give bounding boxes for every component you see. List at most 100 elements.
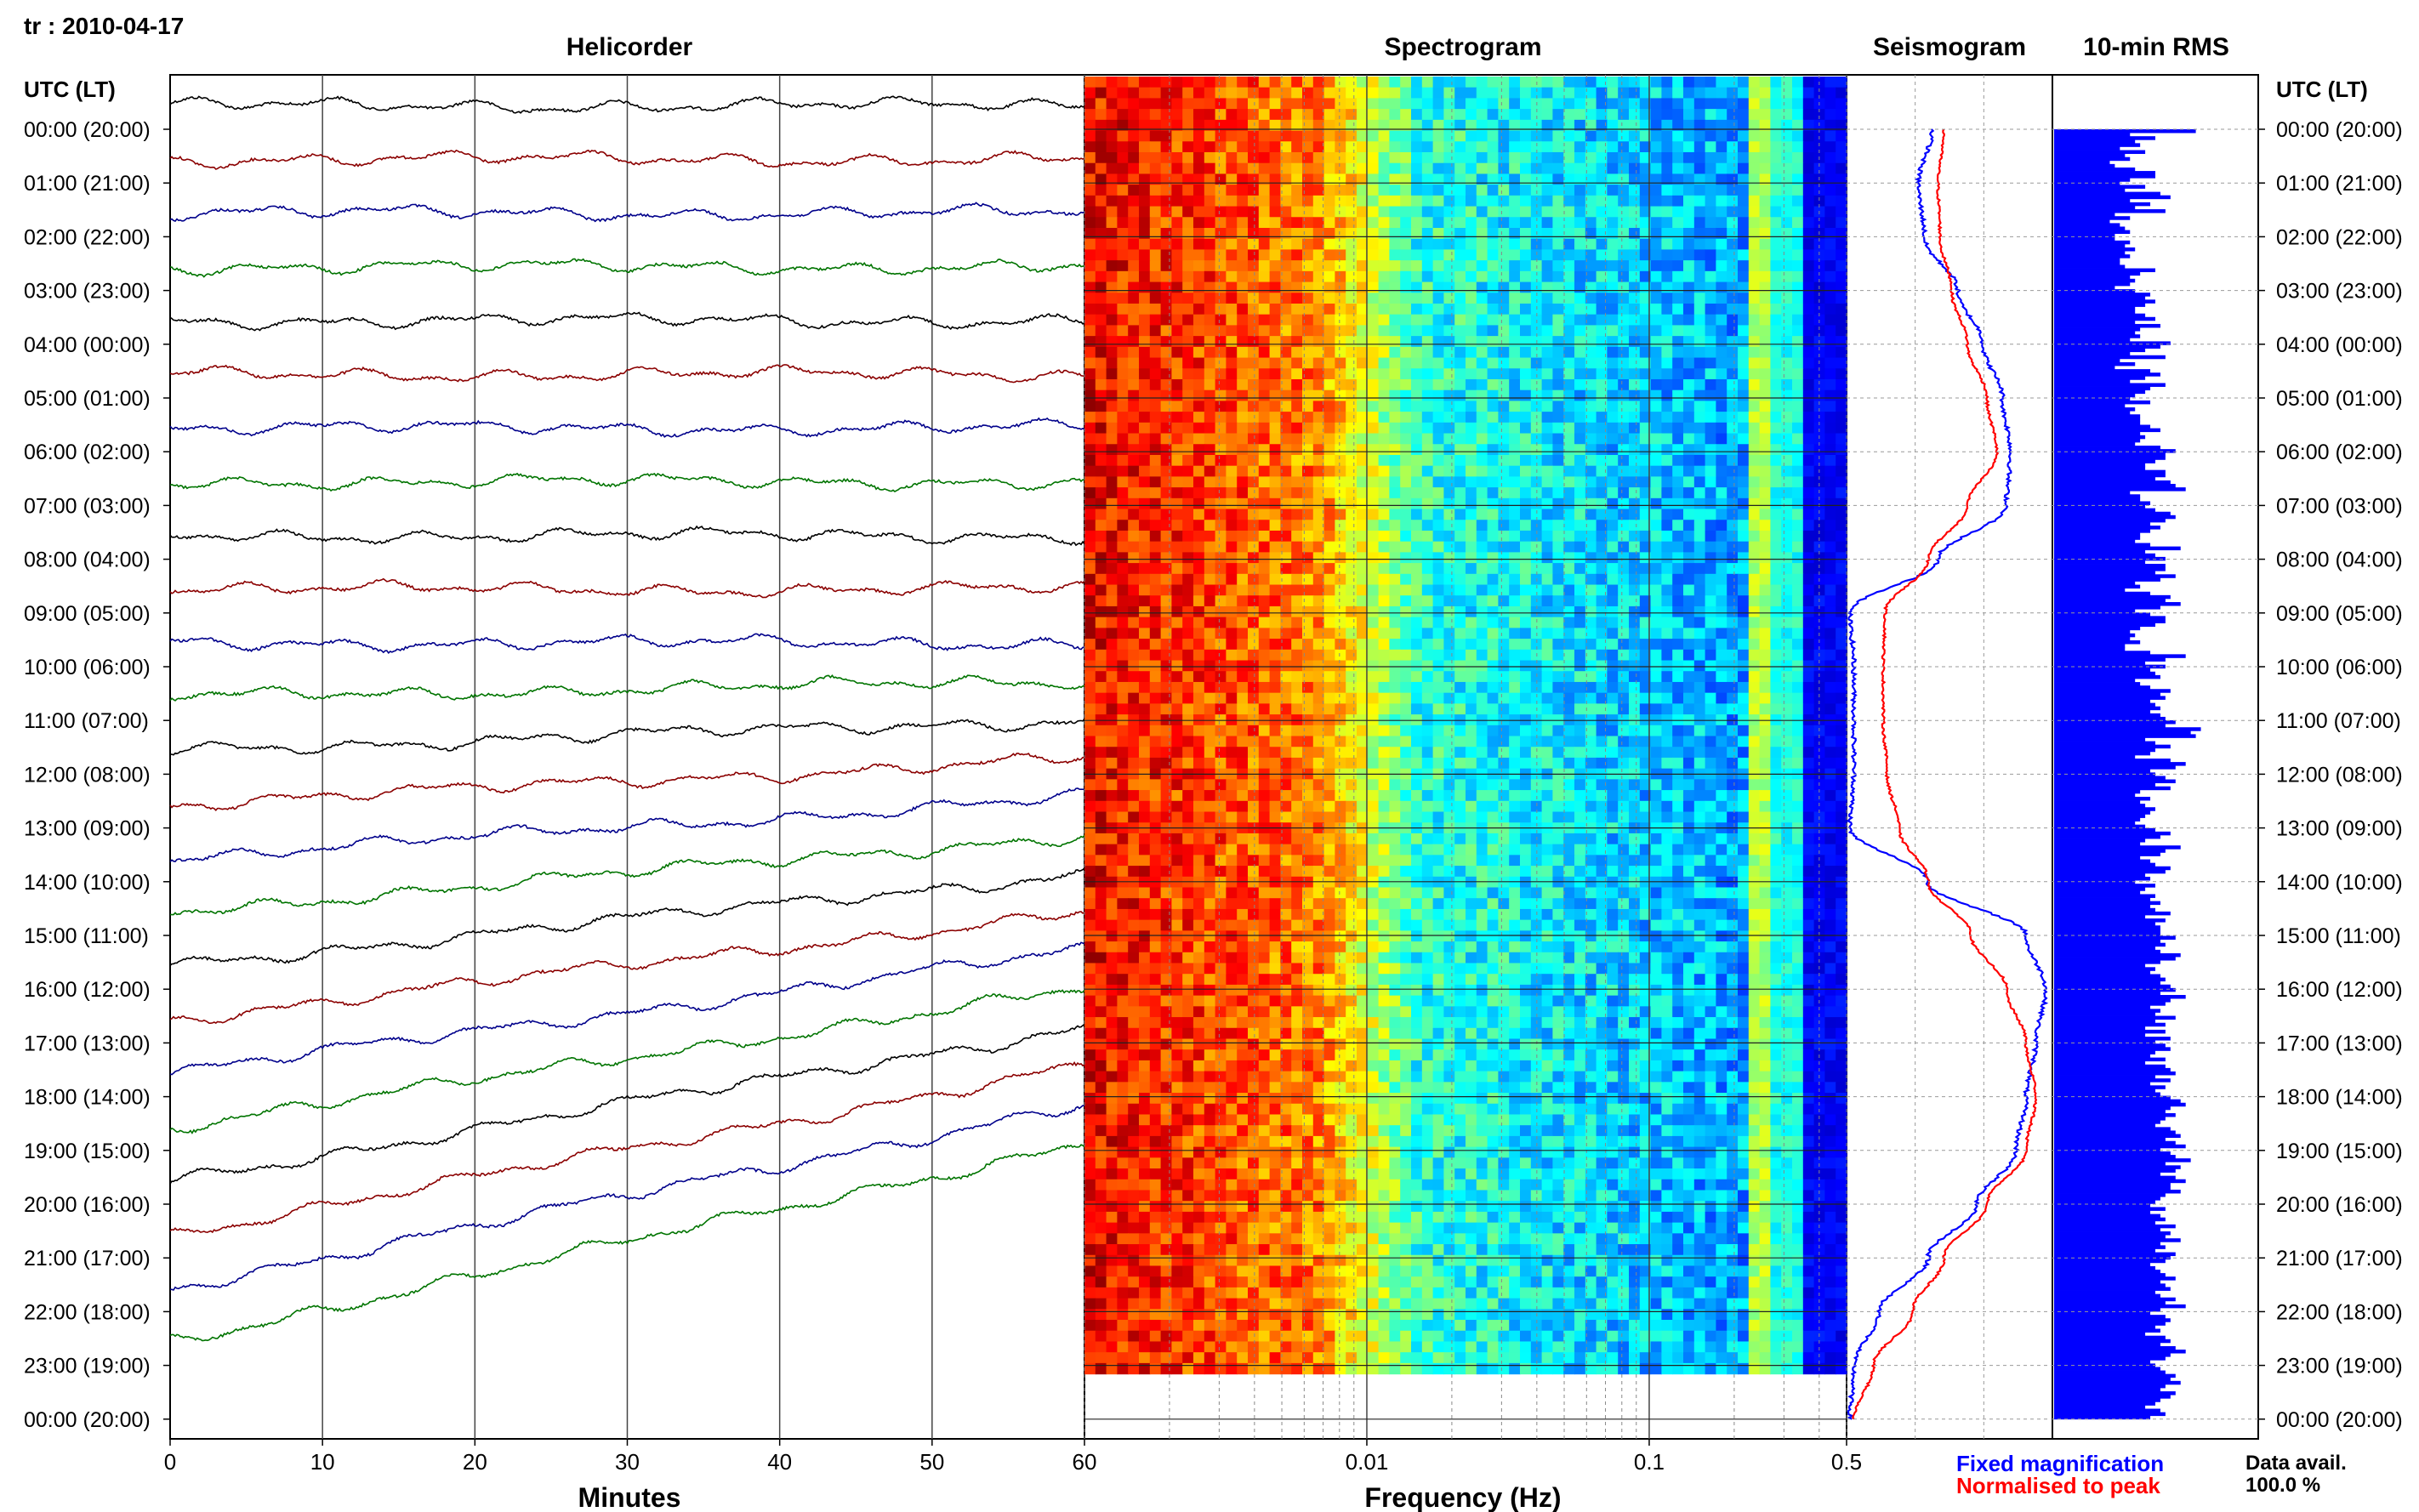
spectrogram-cell: [1759, 109, 1771, 121]
spectrogram-cell: [1280, 433, 1292, 445]
spectrogram-cell: [1237, 649, 1249, 662]
spectrogram-cell: [1574, 151, 1586, 164]
spectrogram-cell: [1509, 681, 1521, 694]
spectrogram-cell: [1226, 357, 1238, 369]
spectrogram-cell: [1117, 595, 1129, 607]
spectrogram-cell: [1378, 281, 1390, 293]
spectrogram-cell: [1802, 249, 1815, 261]
spectrogram-cell: [1084, 293, 1096, 304]
spectrogram-cell: [1215, 433, 1227, 445]
spectrogram-cell: [1530, 530, 1543, 543]
spectrogram-cell: [1258, 660, 1271, 672]
spectrogram-cell: [1824, 757, 1836, 770]
spectrogram-cell: [1716, 130, 1727, 142]
spectrogram-cell: [1258, 227, 1271, 240]
spectrogram-cell: [1683, 790, 1695, 802]
spectrogram-cell: [1367, 141, 1380, 153]
spectrogram-cell: [1487, 249, 1499, 261]
spectrogram-cell: [1574, 433, 1586, 445]
spectrogram-cell: [1487, 692, 1499, 704]
spectrogram-cell: [1411, 509, 1423, 520]
spectrogram-cell: [1498, 195, 1510, 207]
spectrogram-cell: [1095, 412, 1107, 423]
spectrogram-cell: [1269, 119, 1281, 132]
spectrogram-cell: [1432, 87, 1444, 99]
spectrogram-cell: [1258, 206, 1271, 218]
spectrogram-cell: [1727, 325, 1739, 337]
spectrogram-cell: [1824, 573, 1836, 586]
spectrogram-cell: [1443, 162, 1455, 175]
spectrogram-cell: [1781, 303, 1793, 315]
spectrogram-cell: [1215, 109, 1227, 121]
spectrogram-cell: [1705, 368, 1716, 380]
spectrogram-cell: [1454, 530, 1466, 543]
spectrogram-cell: [1466, 454, 1477, 467]
spectrogram-cell: [1683, 757, 1695, 770]
spectrogram-cell: [1585, 833, 1597, 845]
spectrogram-cell: [1454, 454, 1466, 467]
spectrogram-cell: [1705, 270, 1716, 283]
spectrogram-cell: [1149, 162, 1162, 175]
spectrogram-cell: [1727, 249, 1739, 261]
spectrogram-cell: [1509, 649, 1521, 662]
spectrogram-cell: [1084, 325, 1096, 337]
spectrogram-cell: [1748, 692, 1761, 704]
spectrogram-cell: [1629, 444, 1641, 456]
spectrogram-cell: [1693, 401, 1706, 412]
spectrogram-cell: [1226, 346, 1238, 359]
spectrogram-cell: [1705, 109, 1716, 121]
spectrogram-cell: [1335, 444, 1346, 456]
spectrogram-cell: [1291, 270, 1303, 283]
spectrogram-cell: [1802, 368, 1815, 380]
spectrogram-cell: [1520, 605, 1532, 618]
spectrogram-cell: [1596, 185, 1608, 196]
spectrogram-cell: [1607, 454, 1619, 467]
spectrogram-cell: [1367, 617, 1380, 628]
spectrogram-cell: [1378, 227, 1390, 240]
spectrogram-cell: [1432, 465, 1444, 477]
spectrogram-cell: [1432, 790, 1444, 802]
spectrogram-cell: [1432, 736, 1444, 747]
spectrogram-cell: [1160, 346, 1172, 359]
spectrogram-cell: [1693, 595, 1706, 607]
spectrogram-cell: [1432, 573, 1444, 586]
spectrogram-cell: [1378, 422, 1390, 435]
spectrogram-cell: [1802, 98, 1815, 110]
spectrogram-cell: [1748, 703, 1761, 715]
spectrogram-cell: [1269, 541, 1281, 553]
spectrogram-cell: [1498, 649, 1510, 662]
spectrogram-cell: [1357, 833, 1369, 845]
spectrogram-cell: [1248, 173, 1260, 185]
spectrogram-cell: [1323, 476, 1335, 488]
spectrogram-cell: [1596, 497, 1608, 510]
spectrogram-cell: [1117, 378, 1129, 391]
spectrogram-cell: [1160, 293, 1172, 304]
spectrogram-cell: [1117, 346, 1129, 359]
spectrogram-cell: [1650, 747, 1662, 759]
spectrogram-cell: [1367, 314, 1380, 326]
spectrogram-cell: [1139, 389, 1151, 401]
spectrogram-cell: [1530, 800, 1543, 813]
spectrogram-cell: [1323, 195, 1335, 207]
spectrogram-cell: [1421, 757, 1434, 770]
spectrogram-cell: [1650, 757, 1662, 770]
spectrogram-cell: [1683, 671, 1695, 683]
spectrogram-cell: [1563, 833, 1575, 845]
spectrogram-cell: [1476, 497, 1488, 510]
spectrogram-cell: [1378, 217, 1390, 229]
spectrogram-cell: [1215, 336, 1227, 348]
spectrogram-cell: [1237, 563, 1249, 575]
spectrogram-cell: [1541, 573, 1553, 586]
spectrogram-cell: [1312, 703, 1325, 715]
spectrogram-cell: [1226, 617, 1238, 628]
spectrogram-cell: [1367, 563, 1380, 575]
spectrogram-cell: [1520, 98, 1532, 110]
spectrogram-cell: [1357, 185, 1369, 196]
spectrogram-cell: [1705, 671, 1716, 683]
spectrogram-cell: [1139, 692, 1151, 704]
spectrogram-cell: [1683, 217, 1695, 229]
spectrogram-cell: [1748, 605, 1761, 618]
spectrogram-cell: [1607, 151, 1619, 164]
spectrogram-cell: [1171, 314, 1183, 326]
spectrogram-cell: [1563, 563, 1575, 575]
